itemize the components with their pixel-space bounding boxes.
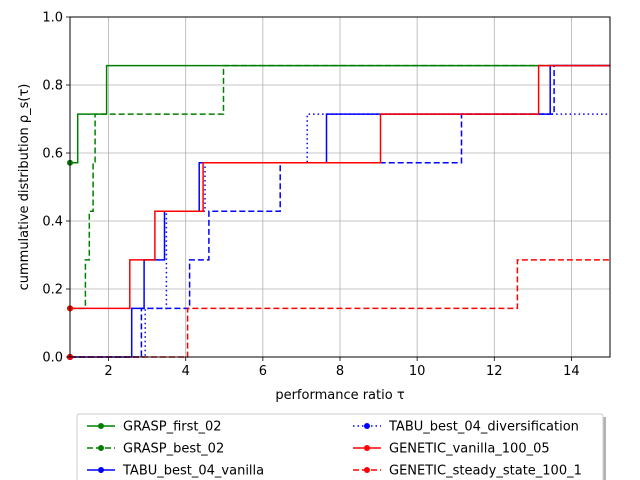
legend-label: TABU_best_04_diversification — [388, 420, 579, 435]
ticks: 2 4 6 8 10 12 14 0.0 0.2 0.4 0.6 0.8 1.0 — [42, 11, 579, 380]
x-tick-label: 14 — [563, 364, 580, 379]
legend-item: GENETIC_steady_state_100_1 — [353, 464, 582, 479]
legend-label: GRASP_best_02 — [123, 442, 224, 457]
y-tick-label: 0.2 — [42, 283, 63, 298]
legend-item: GRASP_first_02 — [87, 420, 222, 435]
legend-label: GENETIC_vanilla_100_05 — [389, 442, 550, 457]
series-line — [70, 64, 610, 310]
series-line — [70, 64, 610, 310]
x-tick-label: 4 — [182, 364, 190, 379]
legend-item: GRASP_best_02 — [87, 442, 224, 457]
x-tick-label: 12 — [486, 364, 503, 379]
x-tick-label: 10 — [409, 364, 426, 379]
legend-swatch-marker — [98, 423, 104, 429]
legend: GRASP_first_02 GRASP_best_02 TABU_best_04_… — [76, 413, 606, 480]
x-axis-label: performance ratio τ — [275, 388, 404, 403]
legend-swatch-marker — [364, 467, 370, 473]
x-tick-label: 6 — [259, 364, 267, 379]
legend-item: TABU_best_04_diversification — [353, 420, 579, 435]
y-tick-label: 0.0 — [42, 351, 63, 366]
legend-item: TABU_best_04_vanilla — [87, 464, 264, 479]
series-line — [70, 259, 610, 358]
legend-swatch-marker — [364, 423, 370, 429]
y-tick-label: 0.6 — [42, 147, 63, 162]
legend-swatch-marker — [364, 445, 370, 451]
legend-label: GRASP_first_02 — [123, 420, 222, 435]
legend-box — [76, 413, 604, 480]
legend-label: TABU_best_04_vanilla — [122, 464, 264, 479]
legend-swatch-marker — [98, 445, 104, 451]
legend-item: GENETIC_vanilla_100_05 — [353, 442, 550, 457]
series-line — [70, 64, 610, 164]
y-tick-label: 1.0 — [42, 11, 63, 26]
y-axis-label: cummulative distribution ρ_s(τ) — [17, 84, 32, 291]
series-group — [67, 64, 610, 360]
y-tick-label: 0.8 — [42, 79, 63, 94]
legend-swatch-marker — [98, 467, 104, 473]
y-tick-label: 0.4 — [42, 215, 63, 230]
legend-label: GENETIC_steady_state_100_1 — [389, 464, 582, 479]
x-tick-label: 8 — [336, 364, 344, 379]
x-tick-label: 2 — [104, 364, 112, 379]
